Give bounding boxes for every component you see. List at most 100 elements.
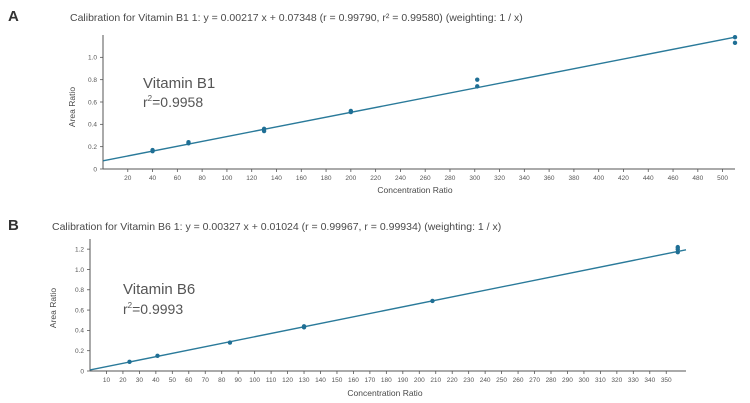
x-tick-label: 160 [296,175,307,182]
data-point [150,147,155,153]
chart-title: Calibration for Vitamin B6 1: y = 0.0032… [52,221,501,233]
data-point [732,35,738,40]
x-tick-label: 120 [246,175,257,182]
y-tick-label: 0.2 [88,144,97,151]
data-point [430,298,435,304]
x-tick-label: 320 [611,377,622,384]
data-point [186,140,191,145]
x-tick-label: 330 [628,377,639,384]
x-tick-label: 460 [668,175,679,182]
data-point [348,108,354,114]
x-tick-label: 480 [692,175,703,182]
x-tick-label: 280 [546,377,557,384]
data-point [227,340,233,345]
x-tick-label: 220 [370,175,381,182]
data-points [150,35,738,154]
y-tick-label: 0.2 [75,348,84,355]
y-tick-label: 1.0 [88,55,97,62]
y-tick-label: 0.4 [88,122,97,129]
fit-line-group [102,36,736,162]
x-tick-label: 150 [332,377,343,384]
x-tick-label: 140 [315,377,326,384]
chart-title: Calibration for Vitamin B1 1: y = 0.0021… [70,12,523,24]
annotation-r2: r2=0.9958 [143,94,203,110]
x-tick-label: 20 [124,175,132,182]
x-tick-label: 300 [578,377,589,384]
data-point [261,126,267,131]
x-tick-label: 180 [321,175,332,182]
x-tick-label: 240 [395,175,406,182]
y-tick-label: 1.0 [75,267,84,274]
x-tick-label: 200 [414,377,425,384]
x-tick-label: 500 [717,175,728,182]
x-axis-title: Concentration Ratio [347,388,422,398]
y-tick-label: 0 [93,166,97,173]
x-tick-label: 70 [202,377,210,384]
x-tick-label: 60 [185,377,193,384]
x-tick-label: 40 [152,377,160,384]
x-tick-label: 380 [568,175,579,182]
x-tick-label: 50 [169,377,177,384]
x-tick-label: 140 [271,175,282,182]
y-tick-label: 0.8 [75,287,84,294]
x-tick-label: 180 [381,377,392,384]
x-tick-label: 320 [494,175,505,182]
x-tick-label: 260 [420,175,431,182]
x-tick-label: 400 [593,175,604,182]
regression-line [89,249,687,371]
x-tick-label: 250 [496,377,507,384]
x-tick-label: 80 [199,175,207,182]
data-point [732,40,738,46]
x-tick-label: 240 [480,377,491,384]
x-tick-label: 110 [266,377,277,384]
fit-line-group [89,249,687,371]
axes: 10 20 30 40 50 60 70 80 90 100 110 120 130 140 150 160 1… [75,239,686,384]
x-tick-label: 290 [562,377,573,384]
x-tick-label: 420 [618,175,629,182]
x-axis-title: Concentration Ratio [377,185,452,195]
x-tick-label: 20 [119,377,127,384]
panel-a: A Calibration for Vitamin B1 1: y = 0.00… [8,8,738,195]
x-tick-label: 160 [348,377,359,384]
data-point [475,84,480,89]
regression-line [102,36,736,162]
x-tick-label: 440 [643,175,654,182]
data-point [301,324,307,329]
x-tick-label: 260 [513,377,524,384]
x-tick-label: 100 [221,175,232,182]
x-tick-label: 200 [345,175,356,182]
annotation-compound: Vitamin B1 [143,75,215,92]
data-point [675,250,680,255]
x-tick-label: 360 [544,175,555,182]
x-tick-label: 60 [174,175,182,182]
panel-label: B [8,217,19,234]
x-tick-label: 230 [463,377,474,384]
x-tick-label: 90 [235,377,243,384]
x-tick-label: 220 [447,377,458,384]
x-tick-label: 10 [103,377,111,384]
x-tick-label: 100 [249,377,260,384]
x-tick-label: 170 [364,377,375,384]
x-tick-label: 190 [397,377,408,384]
y-axis-title: Area Ratio [67,87,77,127]
x-tick-label: 30 [136,377,144,384]
y-tick-label: 1.2 [75,246,84,253]
x-tick-label: 130 [299,377,310,384]
x-tick-label: 310 [595,377,606,384]
y-tick-label: 0.4 [75,328,84,335]
data-point [127,359,132,365]
x-tick-label: 80 [218,377,226,384]
y-axis-title: Area Ratio [48,288,58,328]
data-points [127,244,680,365]
x-tick-label: 280 [445,175,456,182]
y-tick-label: 0 [80,368,84,375]
x-tick-label: 340 [644,377,655,384]
x-tick-label: 210 [430,377,441,384]
x-tick-label: 300 [469,175,480,182]
x-tick-label: 350 [661,377,672,384]
x-tick-label: 340 [519,175,530,182]
panel-label: A [8,8,19,25]
data-point [675,244,680,250]
data-point [475,77,480,82]
